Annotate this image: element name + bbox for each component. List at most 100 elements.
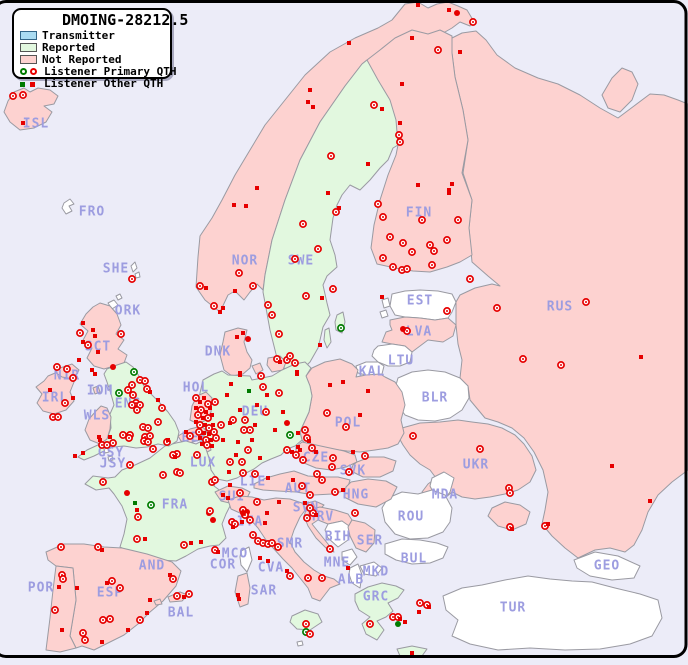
listener-other-qth-marker: [100, 640, 104, 644]
listener-other-qth-marker: [91, 328, 95, 332]
listener-other-qth-marker: [410, 36, 414, 40]
listener-primary-qth-marker: [469, 18, 477, 26]
listener-primary-qth-marker: [318, 476, 326, 484]
listener-other-qth-marker: [90, 368, 94, 372]
listener-primary-qth-marker: [241, 416, 249, 424]
listener-other-qth-marker: [380, 295, 384, 299]
country-srb: [347, 519, 376, 553]
listener-primary-qth-marker: [133, 535, 141, 543]
listener-other-qth-marker: [225, 393, 229, 397]
listener-primary-qth-marker: [557, 361, 565, 369]
legend-label: Listener Other QTH: [44, 76, 164, 90]
listener-other-qth-marker: [229, 382, 233, 386]
country-label-she: SHE: [103, 262, 129, 277]
listener-primary-qth-marker: [141, 377, 149, 385]
listener-primary-qth-marker: [308, 444, 316, 452]
listener-other-qth-marker: [326, 191, 330, 195]
listener-other-qth-marker: [278, 360, 282, 364]
listener-primary-qth-marker: [428, 261, 436, 269]
listener-primary-qth-marker: [403, 327, 411, 335]
listener-primary-qth-marker: [99, 616, 107, 624]
country-label-blr: BLR: [422, 391, 448, 406]
country-label-dnk: DNK: [205, 345, 231, 360]
listener-primary-qth-marker: [119, 431, 127, 439]
listener-other-qth-marker: [241, 331, 245, 335]
listener-primary-qth-marker: [205, 424, 213, 432]
listener-primary-qth-marker: [301, 426, 309, 434]
country-label-est: EST: [407, 294, 433, 309]
country-por: [45, 565, 77, 653]
listener-other-qth-marker: [135, 508, 139, 512]
listener-other-qth-marker: [77, 358, 81, 362]
listener-primary-qth-marker: [403, 265, 411, 273]
listener-primary-qth-marker: [298, 482, 306, 490]
country-label-lie: LIE: [240, 475, 266, 490]
listener-other-qth-marker: [447, 188, 451, 192]
listener-primary-qth-marker: [130, 368, 138, 376]
country-label-ork: ORK: [115, 304, 141, 319]
legend-label: Not Reported: [42, 52, 122, 66]
listener-other-qth-marker: [199, 540, 203, 544]
listener-other-qth-marker: [266, 559, 270, 563]
legend-title: DMOING-28212.5: [62, 11, 189, 29]
country-label-lux: LUX: [190, 456, 216, 471]
country-geo: [573, 551, 641, 581]
listener-other-qth-marker: [417, 610, 421, 614]
listener-other-qth-marker: [73, 454, 77, 458]
listener-primary-qth-marker: [257, 372, 265, 380]
listener-primary-qth-marker: [351, 509, 359, 517]
listener-primary-qth-marker: [291, 255, 299, 263]
listener-primary-qth-marker: [217, 421, 225, 429]
listener-primary-qth-marker: [443, 307, 451, 315]
listener-other-qth-marker: [447, 8, 451, 12]
listener-other-qth-marker: [366, 162, 370, 166]
listener-other-qth-marker: [281, 410, 285, 414]
listener-other-qth-marker: [93, 372, 97, 376]
listener-primary-qth-marker: [128, 401, 136, 409]
country-label-deu: DEU: [242, 405, 268, 420]
listener-primary-qth-marker: [306, 630, 314, 638]
listener-other-qth-marker: [226, 496, 230, 500]
listener-primary-qth-marker: [226, 458, 234, 466]
listener-primary-qth-marker: [337, 324, 345, 332]
listener-other-qth-marker: [221, 493, 225, 497]
country-label-pol: POL: [335, 416, 361, 431]
listener-primary-qth-marker: [582, 298, 590, 306]
listener-primary-qth-marker: [299, 456, 307, 464]
listener-primary-qth-marker: [379, 254, 387, 262]
listener-primary-qth-marker: [366, 620, 374, 628]
other-qth-icon: [20, 79, 42, 89]
listener-other-qth-marker: [400, 82, 404, 86]
listener-other-qth-marker: [255, 403, 259, 407]
country-fro: [61, 198, 75, 215]
country-label-isl: ISL: [23, 117, 49, 132]
listener-other-qth-marker: [143, 537, 147, 541]
listener-primary-qth-marker: [99, 478, 107, 486]
listener-other-qth-marker: [380, 107, 384, 111]
listener-other-qth-marker: [201, 416, 205, 420]
country-label-nor: NOR: [232, 254, 258, 269]
listener-other-qth-marker: [285, 569, 289, 573]
listener-other-qth-marker: [96, 350, 100, 354]
listener-primary-qth-marker: [210, 302, 218, 310]
listener-other-qth-marker: [244, 204, 248, 208]
listener-primary-qth-marker: [253, 498, 261, 506]
listener-other-qth-marker: [207, 432, 211, 436]
country-label-svk: SVK: [340, 464, 366, 479]
country-label-and: AND: [139, 559, 165, 574]
country-label-bal: BAL: [168, 606, 194, 621]
listener-primary-qth-marker: [109, 439, 117, 447]
listener-other-qth-marker: [318, 343, 322, 347]
country-label-mkd: MKD: [363, 565, 389, 580]
listener-other-qth-marker: [238, 408, 242, 412]
listener-primary-qth-marker: [416, 599, 424, 607]
listener-primary-qth-marker: [273, 355, 281, 363]
listener-primary-qth-marker: [193, 451, 201, 459]
listener-primary-qth-marker: [493, 304, 501, 312]
listener-primary-qth-marker: [129, 391, 137, 399]
listener-primary-qth-marker: [169, 575, 177, 583]
listener-other-qth-marker: [81, 451, 85, 455]
listener-primary-qth-marker: [329, 454, 337, 462]
listener-primary-qth-marker: [302, 620, 310, 628]
